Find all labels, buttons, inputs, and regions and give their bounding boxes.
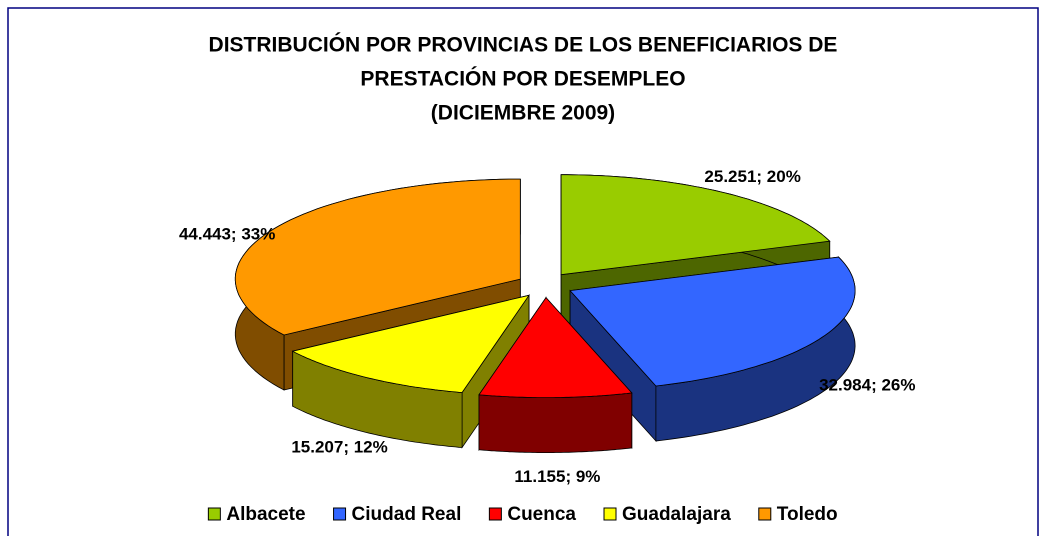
legend-swatch [758,507,772,521]
legend-swatch [488,507,502,521]
legend: Albacete Ciudad Real Cuenca Guadalajara Tole… [207,504,838,525]
data-label: 25.251; 20% [704,167,800,186]
slice-wall [478,392,633,453]
slice [560,174,831,276]
pie [234,174,856,453]
chart-title: (DICIEMBRE 2009) [431,102,615,125]
legend-label: Toledo [777,504,838,525]
slice [478,296,633,398]
data-label: 32.984; 26% [819,375,915,394]
legend-swatch [207,507,221,521]
slice [291,294,530,393]
legend-label: Ciudad Real [352,504,462,525]
data-label: 11.155; 9% [514,467,600,486]
legend-swatch [603,507,617,521]
legend-label: Guadalajara [622,504,731,525]
slice [569,256,856,387]
slice [234,178,521,336]
chart-title: PRESTACIÓN POR DESEMPLEO [360,67,685,91]
legend-label: Cuenca [507,504,576,525]
data-label: 44.443; 33% [179,225,275,244]
data-label: 15.207; 12% [291,437,387,456]
legend-label: Albacete [226,504,305,525]
chart-title: DISTRIBUCIÓN POR PROVINCIAS DE LOS BENEF… [209,33,838,57]
legend-swatch [333,507,347,521]
